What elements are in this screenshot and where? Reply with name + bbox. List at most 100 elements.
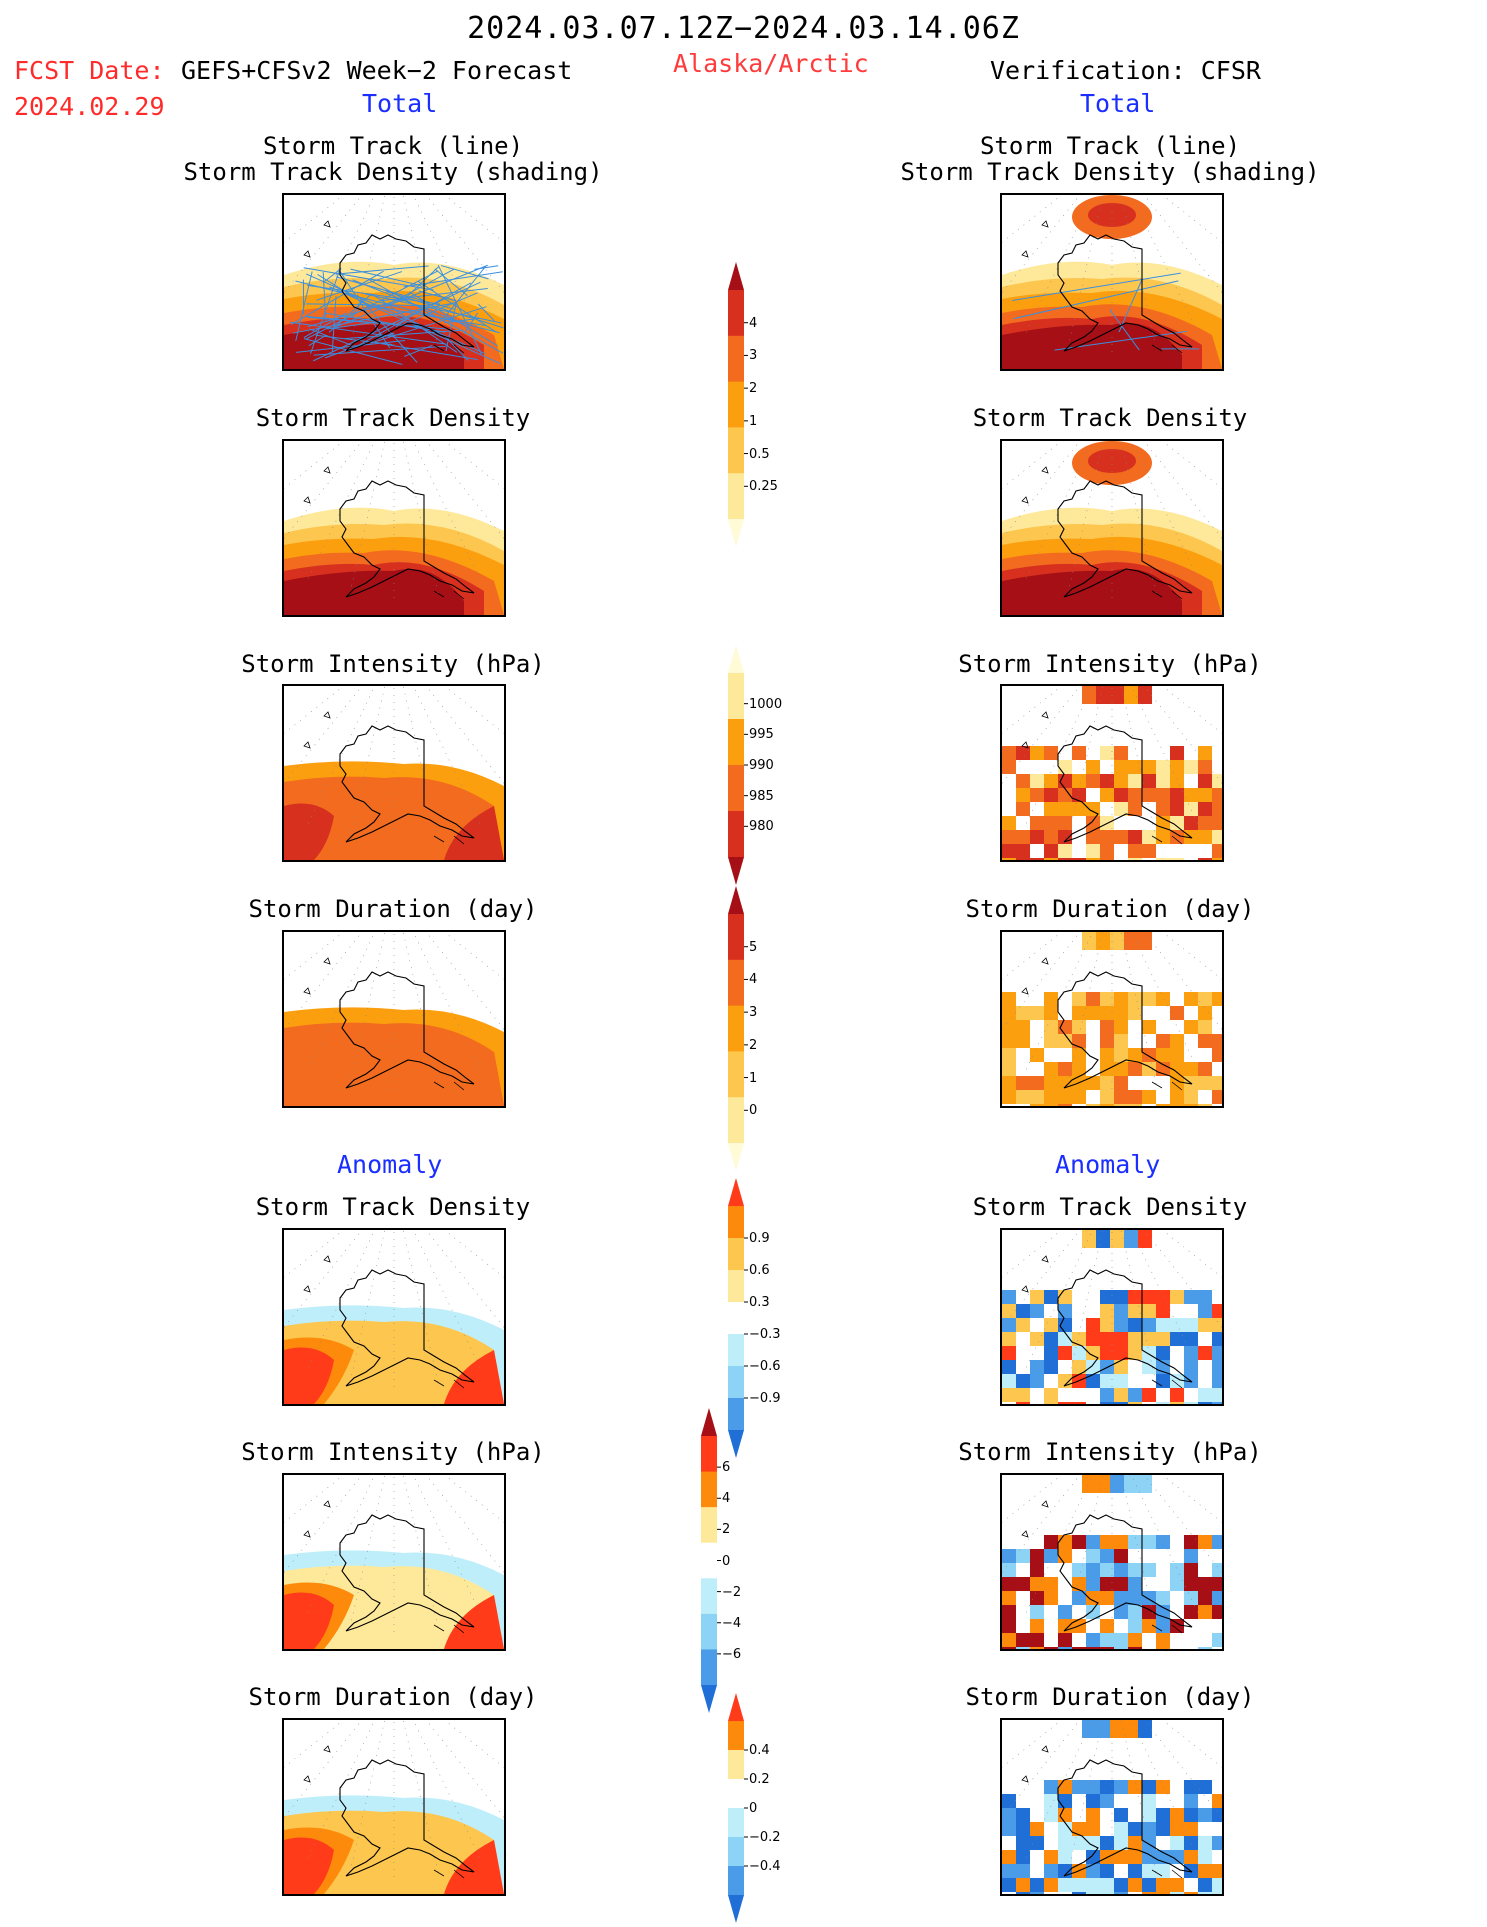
grid-cell xyxy=(1114,1535,1128,1549)
map-verif-anom-duration xyxy=(1000,1718,1224,1896)
grid-cell xyxy=(1198,830,1212,844)
grid-cell xyxy=(1170,1290,1184,1304)
grid-cell xyxy=(1044,774,1058,788)
grid-cell xyxy=(1030,1332,1044,1346)
colorbar-tick-label: 0.9 xyxy=(749,1232,770,1245)
grid-cell xyxy=(1142,992,1156,1006)
grid-cell xyxy=(1016,1836,1030,1850)
grid-cell xyxy=(1142,1878,1156,1892)
grid-cell xyxy=(1212,1892,1222,1894)
grid-cell xyxy=(1002,1346,1016,1360)
grid-cell xyxy=(1198,774,1212,788)
grid-cell xyxy=(1212,1591,1222,1605)
grid-cell xyxy=(1002,1591,1016,1605)
colorbar-swatch xyxy=(728,811,744,858)
grid-cell xyxy=(1072,1090,1086,1104)
grid-cell xyxy=(1100,774,1114,788)
grid-cell xyxy=(1044,1318,1058,1332)
grid-cell xyxy=(1044,746,1058,760)
grid-cell xyxy=(1114,1076,1128,1090)
grid-cell xyxy=(1128,1318,1142,1332)
colorbar-swatch xyxy=(701,1408,717,1436)
grid-cell xyxy=(1114,1332,1128,1346)
grid-cell xyxy=(1016,1864,1030,1878)
grid-cell xyxy=(1030,1563,1044,1577)
grid-cell xyxy=(1212,1836,1222,1850)
grid-cell xyxy=(1184,1062,1198,1076)
grid-cell xyxy=(1184,1020,1198,1034)
grid-cell xyxy=(1198,1318,1212,1332)
grid-cell xyxy=(1058,1633,1072,1647)
map-svg xyxy=(1002,195,1222,369)
grid-cell xyxy=(1016,1076,1030,1090)
map-verif-anom-intensity xyxy=(1000,1473,1224,1651)
grid-cell xyxy=(1072,1878,1086,1892)
map-forecast-anom-track-density xyxy=(282,1228,506,1406)
grid-cell xyxy=(1016,1878,1030,1892)
grid-cell xyxy=(1198,858,1212,860)
grid-cell xyxy=(1030,1090,1044,1104)
grid-cell xyxy=(1198,788,1212,802)
grid-cell xyxy=(1170,1878,1184,1892)
grid-cell xyxy=(1128,1346,1142,1360)
grid-cell xyxy=(1156,1864,1170,1878)
grid-cell xyxy=(1016,1034,1030,1048)
grid-cell xyxy=(1016,1374,1030,1388)
total-duration-svg xyxy=(722,886,802,1171)
grid-cell xyxy=(1072,858,1086,860)
grid-cell xyxy=(1198,1605,1212,1619)
grid-cell xyxy=(1100,1892,1114,1894)
grid-cell xyxy=(1058,844,1072,858)
grid-cell xyxy=(1170,1577,1184,1591)
grid-cell xyxy=(1156,858,1170,860)
grid-cell xyxy=(1030,1822,1044,1836)
grid-cell xyxy=(1142,774,1156,788)
grid-cell xyxy=(1086,1318,1100,1332)
grid-cell xyxy=(1058,1850,1072,1864)
grid-cell xyxy=(1198,1062,1212,1076)
grid-cell xyxy=(1156,1318,1170,1332)
grid-cell xyxy=(1100,1591,1114,1605)
grid-cell xyxy=(1184,1605,1198,1619)
grid-cell xyxy=(1156,760,1170,774)
grid-cell xyxy=(1044,1034,1058,1048)
grid-cell xyxy=(1044,1020,1058,1034)
grid-cell xyxy=(1002,1048,1016,1062)
grid-cell xyxy=(1142,1591,1156,1605)
colorbar-swatch xyxy=(701,1436,717,1472)
grid-cell xyxy=(1002,1374,1016,1388)
grid-cell xyxy=(1184,1850,1198,1864)
grid-cell xyxy=(1198,1577,1212,1591)
grid-cell xyxy=(1030,1647,1044,1649)
grid-cell xyxy=(1128,992,1142,1006)
grid-cell xyxy=(1002,1360,1016,1374)
grid-cell xyxy=(1142,1332,1156,1346)
grid-cell xyxy=(1212,830,1222,844)
grid-cell xyxy=(1156,1535,1170,1549)
grid-cell xyxy=(1198,1076,1212,1090)
grid-cell xyxy=(1212,1034,1222,1048)
grid-cell xyxy=(1044,1388,1058,1402)
grid-cell xyxy=(1100,1864,1114,1878)
grid-cell xyxy=(1128,1048,1142,1062)
grid-cell xyxy=(1086,760,1100,774)
grid-cell xyxy=(1114,1034,1128,1048)
panel-title: Storm Track Density (shading) xyxy=(183,160,603,184)
grid-cell xyxy=(1100,1318,1114,1332)
figure-title: 2024.03.07.12Z−2024.03.14.06Z xyxy=(0,14,1487,44)
total-track-density-svg xyxy=(722,262,802,547)
colorbar-tick-label: 3 xyxy=(749,1006,757,1019)
colorbar-tick-label: 4 xyxy=(722,1492,730,1505)
grid-cell xyxy=(1072,1780,1086,1794)
grid-cell xyxy=(1044,816,1058,830)
grid-cell xyxy=(1114,746,1128,760)
grid-cell xyxy=(1086,830,1100,844)
grid-cell xyxy=(1198,1104,1212,1106)
grid-cell xyxy=(1058,760,1072,774)
grid-cell xyxy=(1058,1535,1072,1549)
colorbar-swatch xyxy=(701,1614,717,1650)
grid-cell xyxy=(1100,1549,1114,1563)
grid-cell xyxy=(1030,1577,1044,1591)
colorbar-tick-label: 0 xyxy=(749,1802,757,1815)
